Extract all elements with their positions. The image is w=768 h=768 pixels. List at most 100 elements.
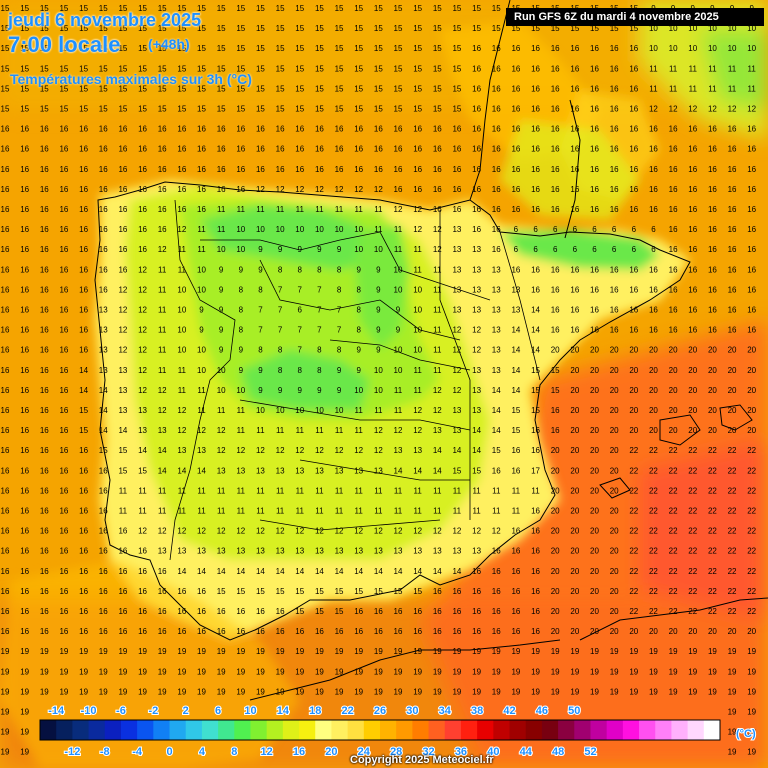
- grid-value: 10: [335, 406, 344, 415]
- legend-swatch: [120, 720, 138, 740]
- grid-value: 22: [649, 567, 658, 576]
- legend-swatch: [266, 720, 284, 740]
- grid-value: 9: [219, 326, 224, 335]
- grid-value: 20: [708, 346, 717, 355]
- grid-value: 20: [551, 607, 560, 616]
- grid-value: 19: [551, 647, 560, 656]
- grid-value: 16: [118, 607, 127, 616]
- grid-value: 22: [649, 527, 658, 536]
- grid-value: 15: [354, 64, 363, 73]
- grid-value: 16: [79, 265, 88, 274]
- grid-value: 12: [276, 446, 285, 455]
- grid-value: 16: [531, 84, 540, 93]
- grid-value: 22: [688, 587, 697, 596]
- grid-value: 16: [1, 165, 10, 174]
- grid-value: 22: [728, 527, 737, 536]
- grid-value: 12: [433, 386, 442, 395]
- grid-value: 11: [276, 486, 285, 495]
- legend-swatch: [574, 720, 591, 740]
- grid-value: 9: [258, 265, 263, 274]
- grid-value: 15: [295, 44, 304, 53]
- grid-value: 16: [59, 225, 68, 234]
- grid-value: 16: [551, 64, 560, 73]
- grid-value: 14: [99, 386, 108, 395]
- grid-value: 16: [20, 185, 29, 194]
- grid-value: 22: [728, 466, 737, 475]
- grid-value: 16: [590, 125, 599, 134]
- grid-value: 16: [1, 607, 10, 616]
- grid-value: 16: [492, 607, 501, 616]
- grid-value: 20: [747, 386, 756, 395]
- grid-value: 15: [433, 44, 442, 53]
- grid-value: 16: [59, 125, 68, 134]
- grid-value: 19: [747, 647, 756, 656]
- grid-value: 11: [237, 486, 246, 495]
- grid-value: 16: [276, 607, 285, 616]
- grid-value: 12: [315, 185, 324, 194]
- grid-value: 20: [728, 346, 737, 355]
- grid-value: 16: [492, 225, 501, 234]
- grid-value: 22: [629, 567, 638, 576]
- grid-value: 14: [472, 446, 481, 455]
- legend-tick-label: 30: [406, 705, 418, 717]
- grid-value: 19: [20, 708, 29, 717]
- grid-value: 20: [590, 346, 599, 355]
- grid-value: 9: [239, 265, 244, 274]
- grid-value: 14: [158, 446, 167, 455]
- grid-value: 8: [258, 346, 263, 355]
- grid-value: 9: [258, 386, 263, 395]
- grid-value: 16: [551, 185, 560, 194]
- grid-value: 16: [236, 165, 245, 174]
- grid-value: 16: [492, 165, 501, 174]
- grid-value: 15: [1, 105, 10, 114]
- grid-value: 16: [511, 607, 520, 616]
- grid-value: 16: [79, 547, 88, 556]
- legend-tick-label: 36: [455, 746, 467, 758]
- grid-value: 16: [20, 587, 29, 596]
- grid-value: 16: [394, 607, 403, 616]
- grid-value: 16: [177, 185, 186, 194]
- grid-value: 16: [472, 165, 481, 174]
- grid-value: 20: [629, 627, 638, 636]
- grid-value: 13: [472, 265, 481, 274]
- grid-value: 11: [413, 366, 422, 375]
- grid-value: 16: [492, 567, 501, 576]
- grid-value: 16: [629, 44, 638, 53]
- grid-value: 11: [433, 285, 442, 294]
- grid-value: 7: [317, 306, 322, 315]
- grid-value: 16: [177, 125, 186, 134]
- grid-value: 12: [177, 225, 186, 234]
- grid-value: 8: [337, 285, 342, 294]
- grid-value: 10: [649, 44, 658, 53]
- grid-value: 20: [728, 627, 737, 636]
- grid-value: 16: [217, 607, 226, 616]
- legend-tick-label: -4: [132, 746, 143, 758]
- grid-value: 16: [20, 607, 29, 616]
- grid-value: 16: [1, 245, 10, 254]
- grid-value: 11: [138, 507, 147, 516]
- legend-swatch: [169, 720, 187, 740]
- grid-value: 16: [511, 185, 520, 194]
- grid-value: 15: [1, 84, 10, 93]
- grid-value: 8: [278, 366, 283, 375]
- grid-value: 16: [20, 346, 29, 355]
- grid-value: 16: [492, 44, 501, 53]
- grid-value: 22: [629, 587, 638, 596]
- grid-value: 20: [570, 406, 579, 415]
- grid-value: 16: [138, 587, 147, 596]
- grid-value: 16: [197, 145, 206, 154]
- grid-value: 11: [512, 486, 521, 495]
- grid-value: 15: [197, 105, 206, 114]
- grid-value: 10: [276, 225, 285, 234]
- grid-value: 10: [217, 245, 226, 254]
- grid-value: 11: [276, 426, 285, 435]
- grid-value: 16: [1, 306, 10, 315]
- grid-value: 20: [590, 527, 599, 536]
- grid-value: 16: [217, 627, 226, 636]
- grid-value: 22: [747, 466, 756, 475]
- grid-value: 16: [747, 245, 756, 254]
- grid-value: 15: [99, 446, 108, 455]
- legend-swatch: [137, 720, 154, 740]
- grid-value: 13: [492, 306, 501, 315]
